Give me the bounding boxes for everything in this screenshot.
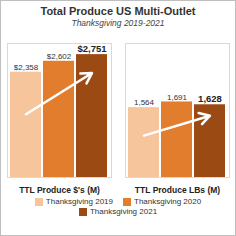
html-text:Thanksgiving 2020: Thanksgiving 2020 xyxy=(134,197,202,206)
svg-text:1,691: 1,691 xyxy=(167,93,188,102)
html-text:Thanksgiving 2021: Thanksgiving 2021 xyxy=(89,207,158,216)
svg-text:$2,358: $2,358 xyxy=(14,63,39,72)
html-text:Thanksgiving 2019: Thanksgiving 2019 xyxy=(45,197,113,206)
html-text:Total Produce US Multi-Outlet: Total Produce US Multi-Outlet xyxy=(40,5,196,17)
svg-text:TTL Produce $'s (M): TTL Produce $'s (M) xyxy=(19,185,100,195)
svg-text:1,628: 1,628 xyxy=(198,93,222,104)
svg-text:1,564: 1,564 xyxy=(134,98,155,107)
svg-text:$2,602: $2,602 xyxy=(47,52,72,61)
html-text:Thanksgiving 2019-2021: Thanksgiving 2019-2021 xyxy=(71,18,165,28)
svg-text:TTL Produce LBs (M): TTL Produce LBs (M) xyxy=(135,185,220,195)
svg-text:$2,751: $2,751 xyxy=(77,43,107,54)
